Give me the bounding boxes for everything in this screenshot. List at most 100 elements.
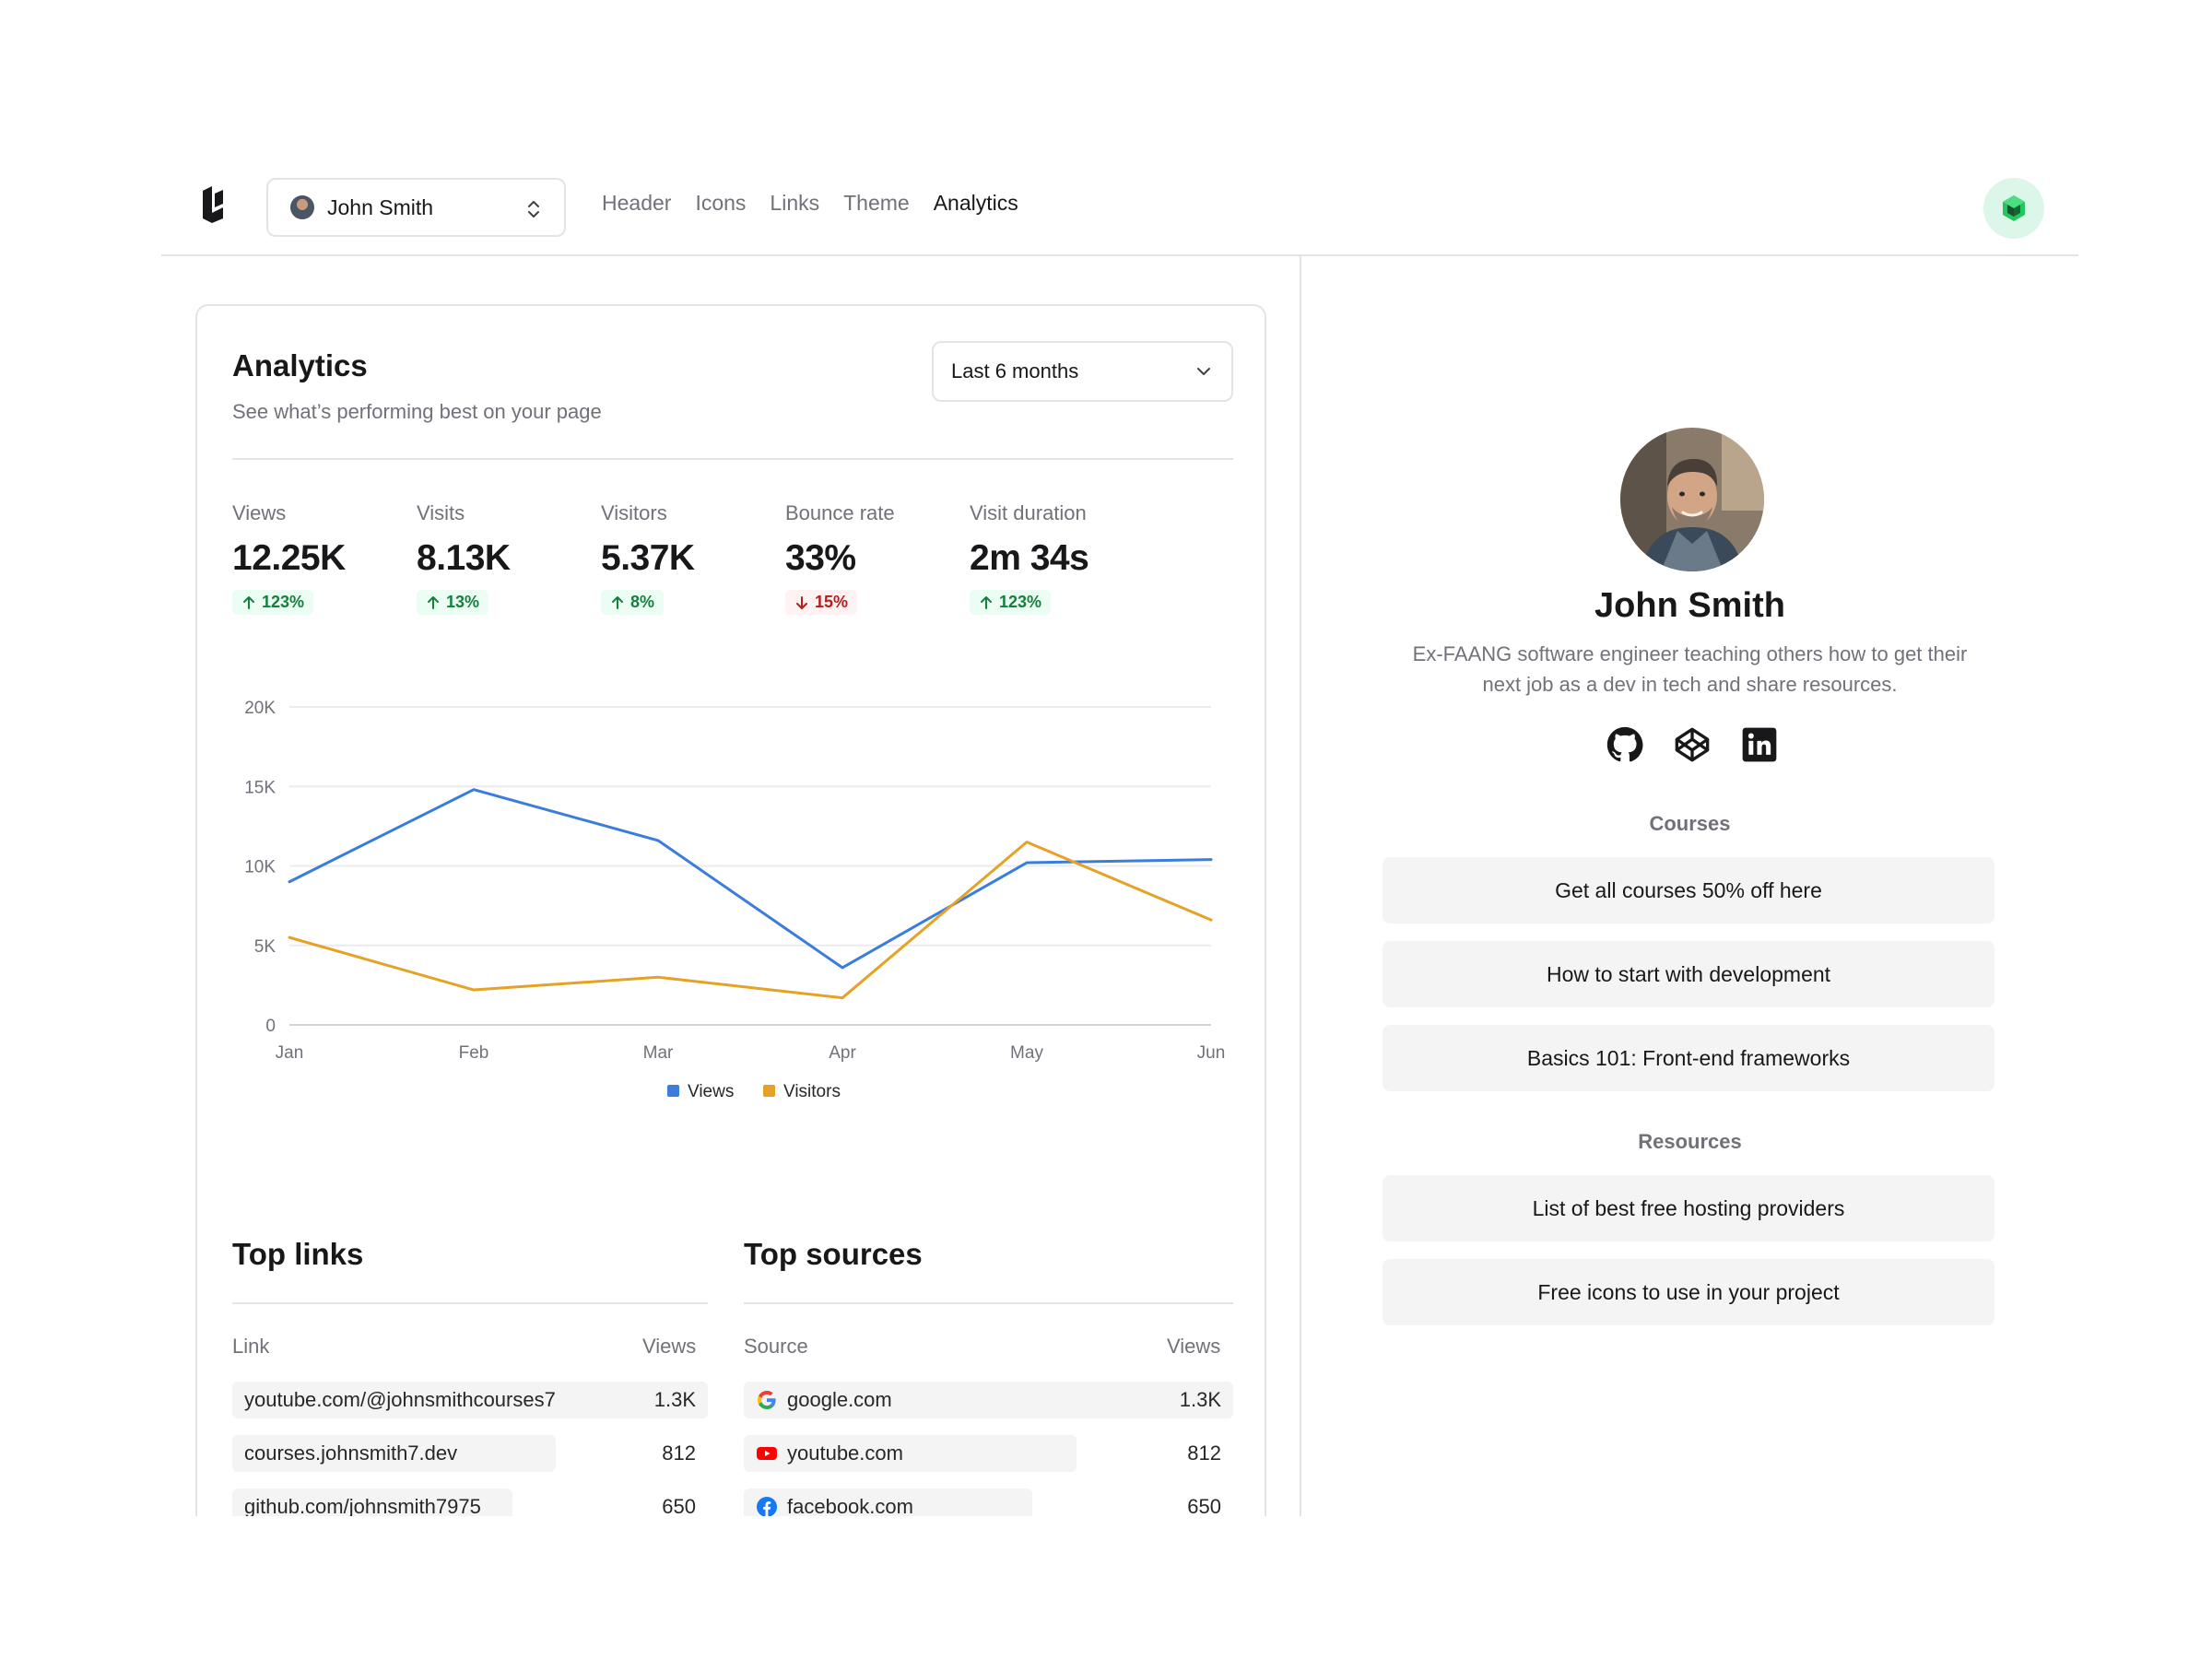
series-line-visitors: [288, 841, 1213, 1000]
top-links-col-views: Views: [642, 1335, 697, 1358]
x-tick-label: May: [1010, 1043, 1043, 1063]
metric-label: Visits: [417, 501, 465, 524]
table-row[interactable]: youtube.com/@johnsmithcourses7 1.3K: [232, 1382, 708, 1418]
series-line-views: [288, 788, 1213, 970]
share-bar: [744, 1382, 1233, 1418]
nav-analytics[interactable]: Analytics: [933, 191, 1018, 215]
chevron-down-icon: [1197, 368, 1210, 375]
metric-visits: Visits 8.13K 13%: [417, 501, 601, 615]
views-visitors-line-chart: 0 5K 10K 15K 20K Jan Feb Mar Apr May Jun Views Visit…: [244, 699, 1226, 1101]
metric-views: Views 12.25K 123%: [232, 501, 417, 615]
metric-value: 2m 34s: [970, 538, 1089, 578]
top-sources-col-views: Views: [1167, 1335, 1221, 1358]
metric-delta-value: 13%: [446, 593, 480, 611]
profile-selector-name: John Smith: [327, 194, 434, 219]
arrow-down-icon: [796, 595, 807, 609]
metric-delta-value: 8%: [630, 593, 655, 611]
metric-visitors: Visitors 5.37K 8%: [601, 501, 785, 615]
github-icon[interactable]: [1606, 726, 1643, 763]
app-window: John Smith Header Icons Links Theme Anal…: [161, 161, 2078, 1516]
x-tick-label: Jun: [1197, 1043, 1226, 1063]
share-bar: [232, 1435, 556, 1472]
profile-preview: John Smith Ex-FAANG software engineer te…: [1301, 256, 2078, 1516]
link-button-courses-discount[interactable]: Get all courses 50% off here: [1382, 857, 1994, 924]
table-row[interactable]: github.com/johnsmith7975 650: [232, 1488, 708, 1516]
top-bar: John Smith Header Icons Links Theme Anal…: [161, 161, 2078, 256]
row-label: youtube.com: [756, 1441, 903, 1465]
nav-links[interactable]: Links: [770, 191, 820, 215]
y-tick-label: 5K: [254, 937, 276, 957]
date-range-select[interactable]: Last 6 months: [932, 341, 1233, 402]
resources-heading: Resources: [1638, 1130, 1742, 1153]
profile-selector[interactable]: John Smith: [266, 178, 566, 237]
metric-delta-badge: 123%: [970, 590, 1052, 615]
metric-delta-badge: 8%: [601, 590, 665, 615]
panel-divider: [1300, 256, 1301, 1516]
row-value: 650: [1187, 1495, 1221, 1516]
metric-delta-value: 123%: [262, 593, 305, 611]
legend-swatch: [763, 1085, 775, 1097]
metric-value: 5.37K: [601, 538, 695, 578]
legend-label: Visitors: [783, 1082, 841, 1101]
nav-header[interactable]: Header: [602, 191, 672, 215]
x-tick-label: Apr: [829, 1043, 856, 1063]
y-tick-label: 20K: [244, 699, 276, 718]
chevron-up-down-icon: [528, 201, 539, 218]
top-links-title: Top links: [232, 1237, 364, 1271]
analytics-title: Analytics: [232, 348, 368, 382]
metric-delta-badge: 123%: [232, 590, 314, 615]
arrow-up-icon: [243, 595, 254, 609]
metric-visit-duration: Visit duration 2m 34s 123%: [970, 501, 1154, 615]
row-value: 812: [1187, 1441, 1221, 1465]
linkedin-icon[interactable]: [1741, 726, 1778, 763]
metric-delta-badge: 15%: [785, 590, 858, 615]
table-row[interactable]: facebook.com 650: [744, 1488, 1233, 1516]
nav-icons[interactable]: Icons: [695, 191, 747, 215]
row-value: 1.3K: [653, 1388, 696, 1411]
table-row[interactable]: courses.johnsmith7.dev 812: [232, 1435, 708, 1472]
nav-theme[interactable]: Theme: [843, 191, 910, 215]
y-tick-label: 15K: [244, 778, 276, 797]
row-label: facebook.com: [756, 1495, 913, 1516]
preview-bio: Ex-FAANG software engineer teaching othe…: [1412, 642, 1968, 696]
facebook-icon: [757, 1497, 777, 1516]
metric-label: Visitors: [601, 501, 667, 524]
link-button-hosting-providers[interactable]: List of best free hosting providers: [1382, 1175, 1994, 1241]
profile-avatar: [1620, 428, 1764, 571]
metric-bounce-rate: Bounce rate 33% 15%: [785, 501, 970, 615]
row-label: github.com/johnsmith7975: [244, 1495, 481, 1516]
top-links-divider: [232, 1302, 708, 1304]
x-tick-label: Mar: [643, 1043, 674, 1063]
row-label: youtube.com/@johnsmithcourses7: [244, 1388, 556, 1411]
row-label: courses.johnsmith7.dev: [244, 1441, 458, 1465]
top-links-col-link: Link: [232, 1335, 270, 1358]
brand-badge[interactable]: [1983, 178, 2044, 239]
row-value: 650: [662, 1495, 696, 1516]
app-logo-icon[interactable]: [200, 185, 226, 224]
metric-label: Bounce rate: [785, 501, 895, 524]
analytics-divider: [232, 458, 1233, 460]
date-range-value: Last 6 months: [951, 359, 1079, 382]
arrow-up-icon: [612, 595, 623, 609]
metric-value: 33%: [785, 538, 856, 578]
share-bar: [744, 1488, 1033, 1516]
courses-heading: Courses: [1649, 812, 1731, 835]
youtube-icon: [757, 1447, 777, 1460]
brand-cube-icon: [2003, 195, 2025, 221]
x-tick-label: Jan: [276, 1043, 304, 1063]
share-bar: [232, 1488, 513, 1516]
y-tick-label: 0: [265, 1017, 276, 1036]
legend-label: Views: [688, 1082, 734, 1101]
link-button-start-development[interactable]: How to start with development: [1382, 941, 1994, 1007]
link-button-free-icons[interactable]: Free icons to use in your project: [1382, 1259, 1994, 1325]
table-row[interactable]: google.com 1.3K: [744, 1382, 1233, 1418]
row-label: google.com: [756, 1388, 892, 1412]
metric-value: 12.25K: [232, 538, 346, 578]
metric-value: 8.13K: [417, 538, 511, 578]
y-tick-label: 10K: [244, 858, 276, 877]
table-row[interactable]: youtube.com 812: [744, 1435, 1233, 1472]
top-sources-divider: [744, 1302, 1233, 1304]
link-button-frontend-frameworks[interactable]: Basics 101: Front-end frameworks: [1382, 1025, 1994, 1091]
share-bar: [232, 1382, 708, 1418]
codepen-icon[interactable]: [1674, 726, 1711, 763]
